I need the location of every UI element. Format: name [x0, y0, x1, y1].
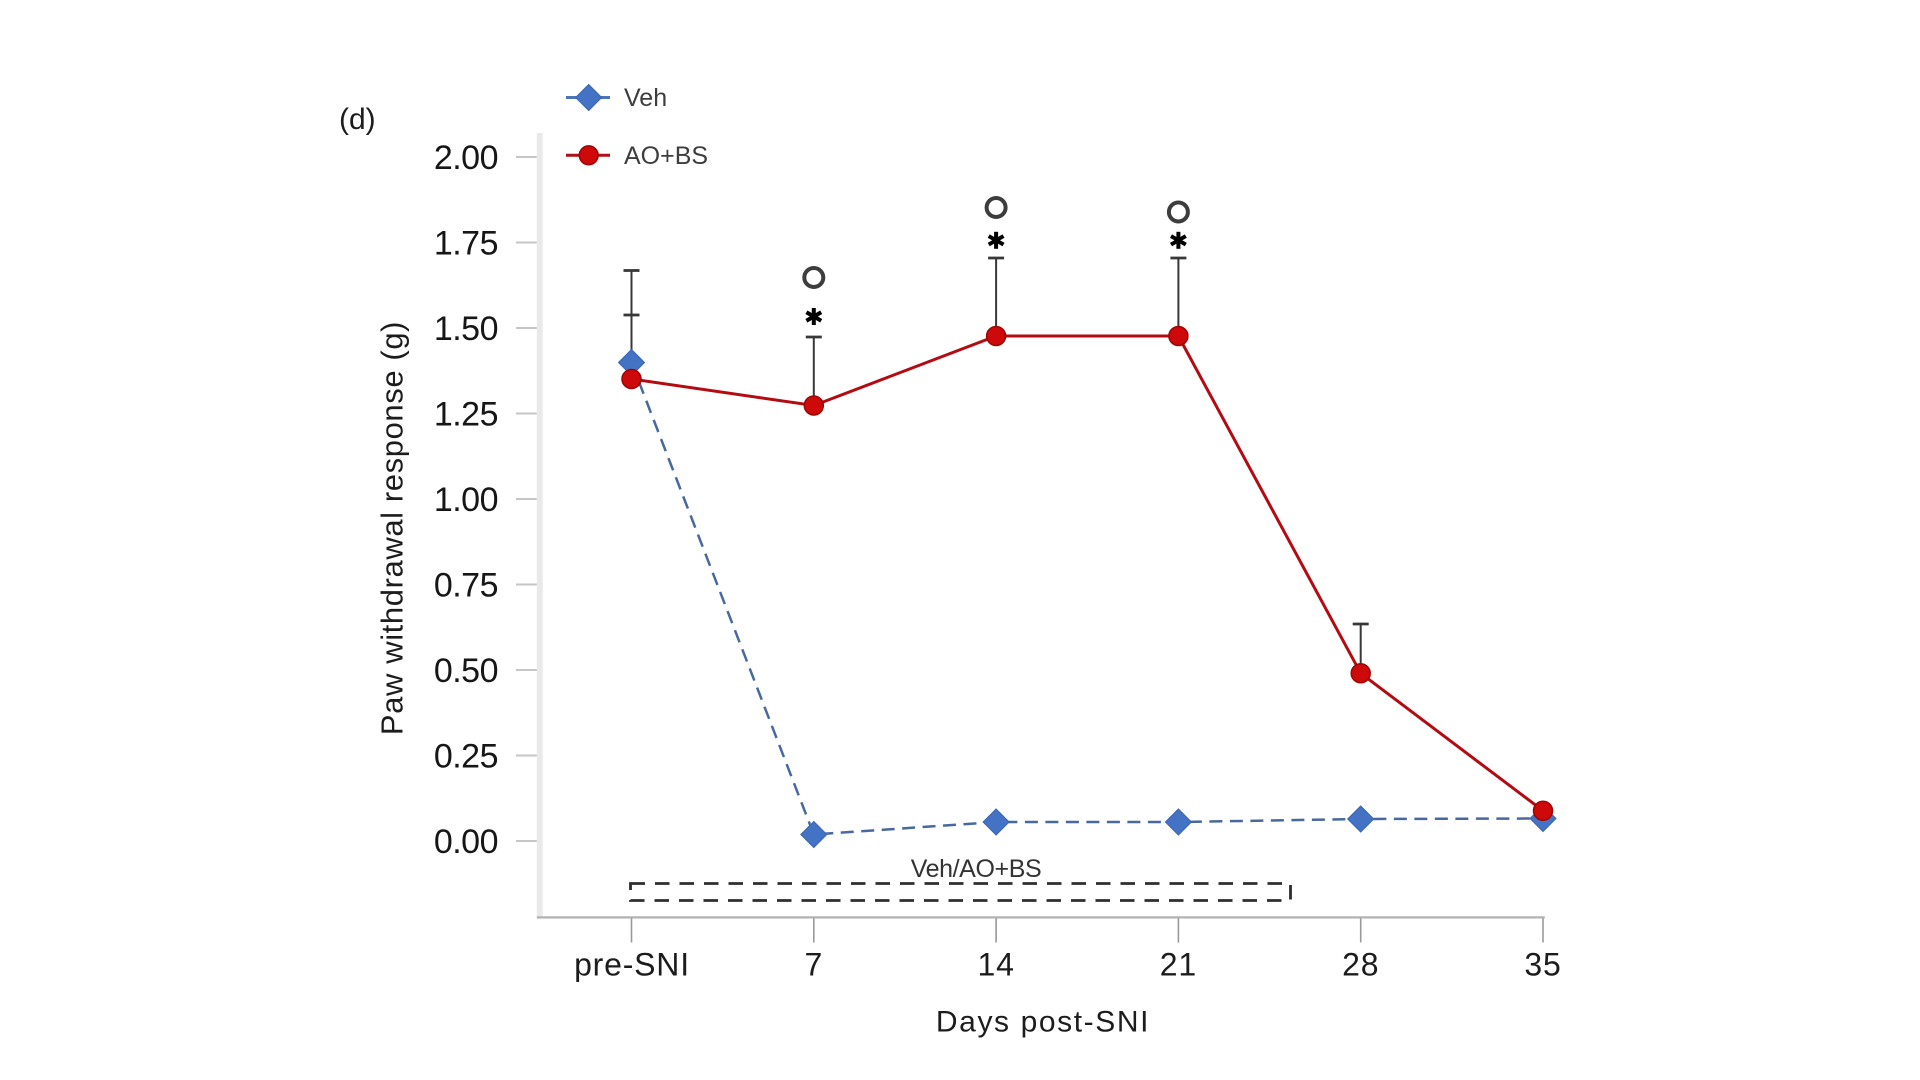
svg-text:0.75: 0.75	[434, 567, 498, 605]
svg-text:1.25: 1.25	[434, 396, 498, 434]
svg-text:0.00: 0.00	[434, 823, 498, 861]
svg-text:0.25: 0.25	[434, 738, 498, 776]
svg-text:Veh: Veh	[624, 84, 667, 112]
svg-text:Veh/AO+BS: Veh/AO+BS	[911, 855, 1042, 883]
svg-text:1.50: 1.50	[434, 310, 498, 348]
svg-text:1.00: 1.00	[434, 481, 498, 519]
svg-text:28: 28	[1342, 947, 1379, 983]
svg-text:35: 35	[1524, 947, 1561, 983]
svg-text:2.00: 2.00	[434, 139, 498, 177]
svg-text:0.50: 0.50	[434, 652, 498, 690]
svg-text:1.75: 1.75	[434, 225, 498, 263]
svg-text:14: 14	[977, 947, 1014, 983]
svg-text:(d): (d)	[339, 103, 376, 136]
svg-text:Paw withdrawal response (g): Paw withdrawal response (g)	[375, 321, 410, 735]
svg-text:pre-SNI: pre-SNI	[574, 947, 690, 983]
svg-text:Days post-SNI: Days post-SNI	[936, 1006, 1150, 1039]
svg-text:21: 21	[1160, 947, 1197, 983]
svg-text:7: 7	[804, 947, 823, 983]
svg-text:AO+BS: AO+BS	[624, 142, 708, 170]
